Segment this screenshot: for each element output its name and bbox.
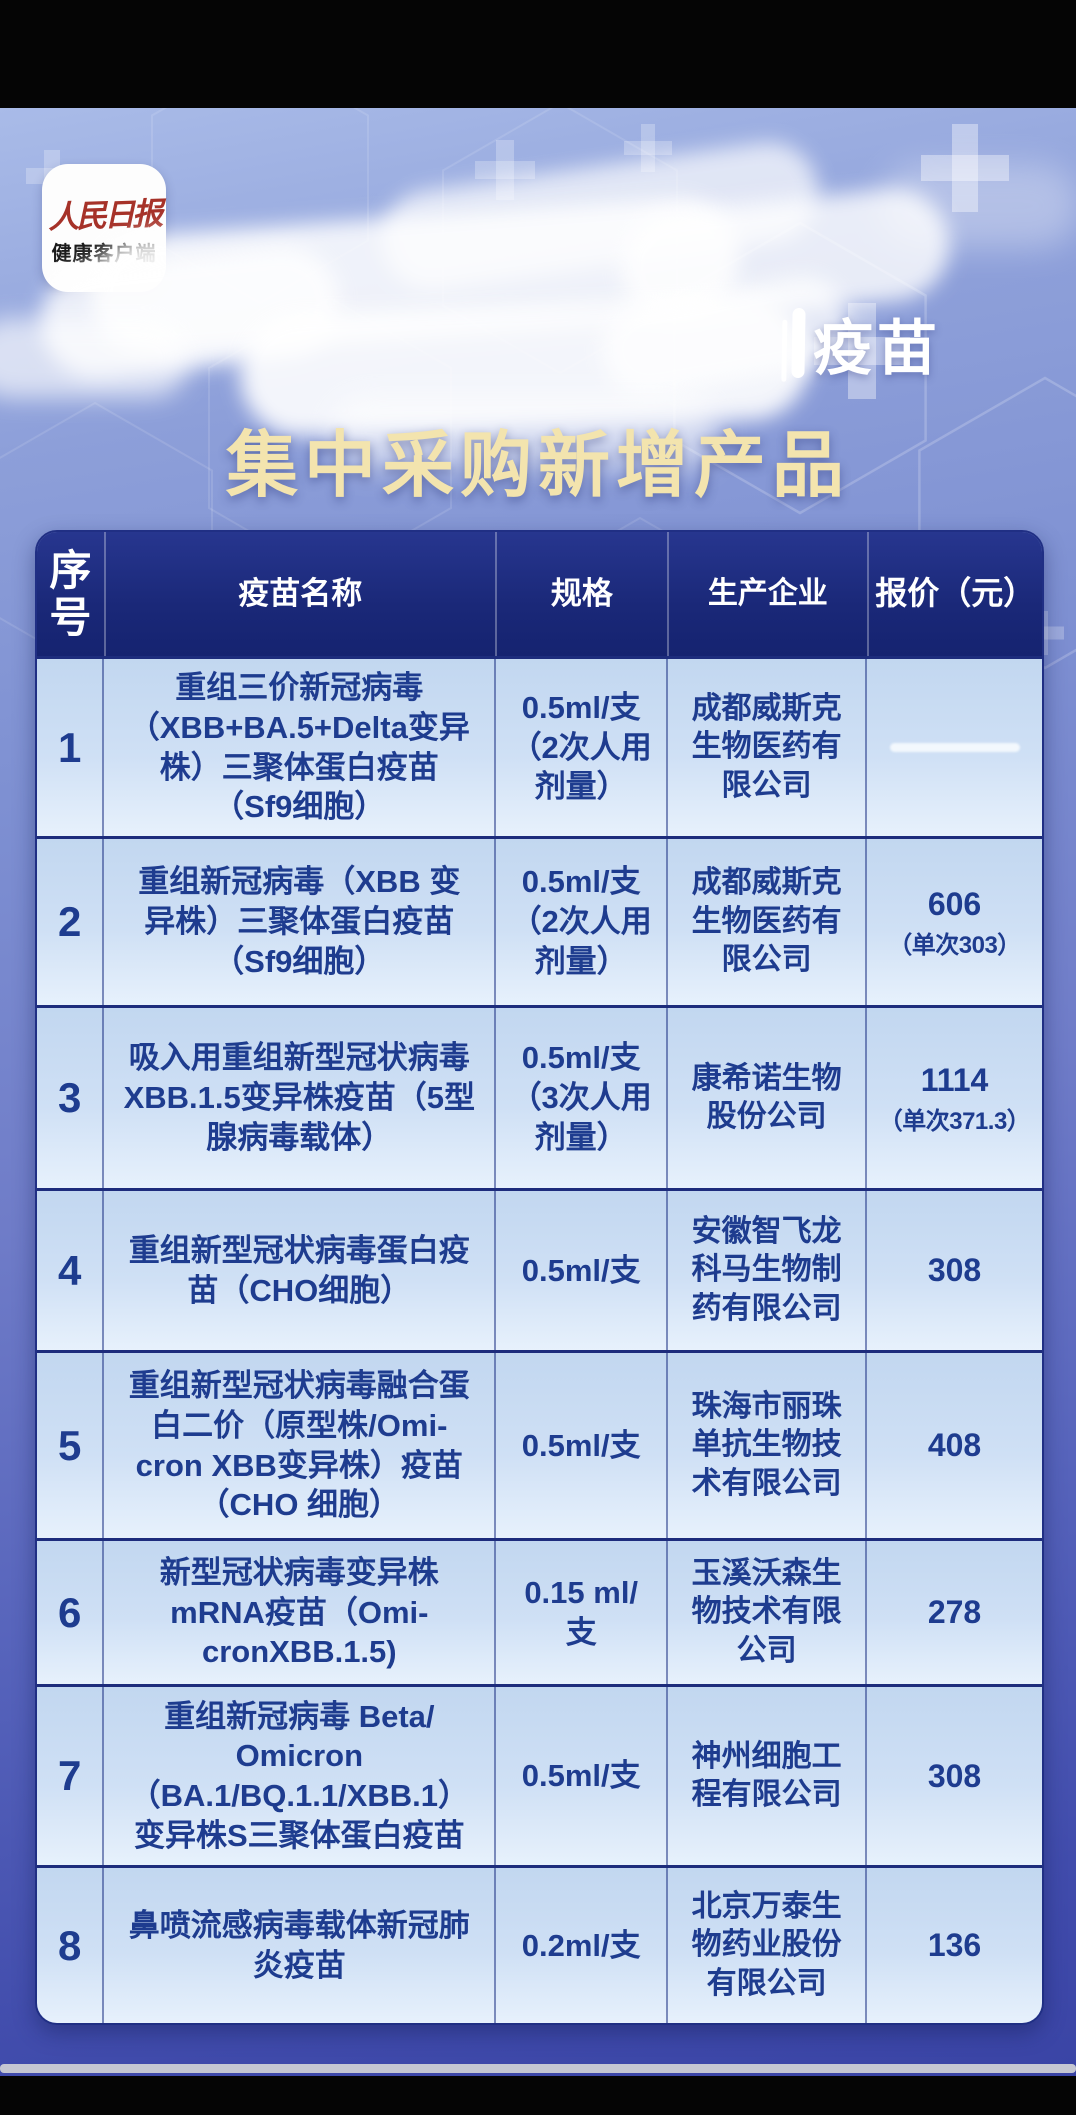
cell-spec: 0.5ml/支 （3次人用 剂量） [496,1008,669,1188]
cell-price: 308 [927,1252,982,1289]
table-row: 8 鼻喷流感病毒载体新冠肺 炎疫苗 0.2ml/支 北京万泰生 物药业股份 有限… [37,1865,1042,2023]
cell-price [867,659,1042,836]
cell-no: 3 [37,1008,105,1188]
table-row: 3 吸入用重组新型冠状病毒 XBB.1.5变异株疫苗（5型 腺病毒载体） 0.5… [37,1005,1042,1188]
cell-spec: 0.5ml/支 [496,1353,669,1538]
cell-price: 308 [927,1757,982,1794]
logo-title: 人民日报 [47,196,161,236]
cell-no: 2 [37,839,105,1005]
vaccine-table: 序号 疫苗名称 规格 生产企业 报价（元） 1 重组三价新冠病毒 （XBB+BA… [35,530,1044,2025]
cell-spec: 0.5ml/支 [496,1191,669,1350]
cell-price: 136 [927,1927,982,1964]
cell-no: 8 [37,1868,105,2023]
cell-company: 成都威斯克 生物医药有 限公司 [668,839,868,1005]
cell-price: 606 （单次303） [888,886,1021,959]
cell-spec: 0.5ml/支 （2次人用 剂量） [496,839,669,1005]
cell-vaccine-name: 重组三价新冠病毒 （XBB+BA.5+Delta变异 株）三聚体蛋白疫苗 （Sf… [104,659,497,836]
cell-vaccine-name: 鼻喷流感病毒载体新冠肺 炎疫苗 [104,1868,497,2023]
table-row: 5 重组新型冠状病毒融合蛋 白二价（原型株/Omi- cron XBB变异株）疫… [37,1350,1042,1538]
cell-vaccine-name: 重组新型冠状病毒蛋白疫 苗（CHO细胞） [104,1191,497,1350]
cell-company: 神州细胞工 程有限公司 [668,1687,868,1865]
cell-company: 成都威斯克 生物医药有 限公司 [668,659,868,836]
poster-title-line2: 集中采购新增产品 [225,426,850,506]
cell-spec: 0.15 ml/ 支 [496,1541,669,1684]
eraser-smudge [330,396,720,468]
cell-no: 1 [37,659,105,836]
table-row: 6 新型冠状病毒变异株 mRNA疫苗（Omi- cronXBB.1.5) 0.1… [37,1538,1042,1684]
cell-no: 6 [37,1541,105,1684]
header-cell-price: 报价（元） [875,575,1036,612]
cell-company: 安徽智飞龙 科马生物制 药有限公司 [668,1191,868,1350]
cell-company: 玉溪沃森生 物技术有限 公司 [668,1541,868,1684]
vaccine-procurement-poster: 人民日报 健康客户端 疫苗 集中采购新增产品 序号 疫苗名称 规格 生产企业 报… [0,108,1076,2076]
header-cell-no: 序号 [37,532,106,656]
cell-company: 康希诺生物 股份公司 [668,1008,868,1188]
home-indicator-line [0,2064,1076,2073]
table-row: 4 重组新型冠状病毒蛋白疫 苗（CHO细胞） 0.5ml/支 安徽智飞龙 科马生… [37,1188,1042,1350]
header-cell-name: 疫苗名称 [106,532,497,656]
top-black-bar [0,0,1076,108]
cell-spec: 0.5ml/支 （2次人用 剂量） [496,659,669,836]
cell-no: 7 [37,1687,105,1865]
cell-company: 北京万泰生 物药业股份 有限公司 [668,1868,868,2023]
cell-no: 5 [37,1353,105,1538]
cell-spec: 0.5ml/支 [496,1687,669,1865]
cell-spec: 0.2ml/支 [496,1868,669,2023]
cell-price: 408 [927,1427,982,1464]
table-row: 7 重组新冠病毒 Beta/ Omicron （BA.1/BQ.1.1/XBB.… [37,1684,1042,1865]
eraser-smudge [0,318,190,398]
cell-company: 珠海市丽珠 单抗生物技 术有限公司 [668,1353,868,1538]
header-cell-company: 生产企业 [669,532,869,656]
cell-vaccine-name: 重组新型冠状病毒融合蛋 白二价（原型株/Omi- cron XBB变异株）疫苗 … [104,1353,497,1538]
erased-character-fragment [791,307,806,379]
table-row: 2 重组新冠病毒（XBB 变 异株）三聚体蛋白疫苗 （Sf9细胞） 0.5ml/… [37,836,1042,1005]
cell-no: 4 [37,1191,105,1350]
cell-vaccine-name: 重组新冠病毒（XBB 变 异株）三聚体蛋白疫苗 （Sf9细胞） [104,839,497,1005]
table-row: 1 重组三价新冠病毒 （XBB+BA.5+Delta变异 株）三聚体蛋白疫苗 （… [37,656,1042,836]
poster-title-line1: 疫苗 [813,315,941,382]
cell-price: 278 [927,1594,982,1631]
erased-price-mark [889,743,1020,752]
bottom-black-bar [0,2076,1076,2115]
cell-vaccine-name: 吸入用重组新型冠状病毒 XBB.1.5变异株疫苗（5型 腺病毒载体） [104,1008,497,1188]
table-header-row: 序号 疫苗名称 规格 生产企业 报价（元） [37,532,1042,656]
cell-price: 1114 （单次371.3） [878,1062,1031,1135]
header-cell-spec: 规格 [497,532,670,656]
cell-vaccine-name: 新型冠状病毒变异株 mRNA疫苗（Omi- cronXBB.1.5) [104,1541,497,1684]
cell-vaccine-name: 重组新冠病毒 Beta/ Omicron （BA.1/BQ.1.1/XBB.1）… [104,1687,497,1865]
